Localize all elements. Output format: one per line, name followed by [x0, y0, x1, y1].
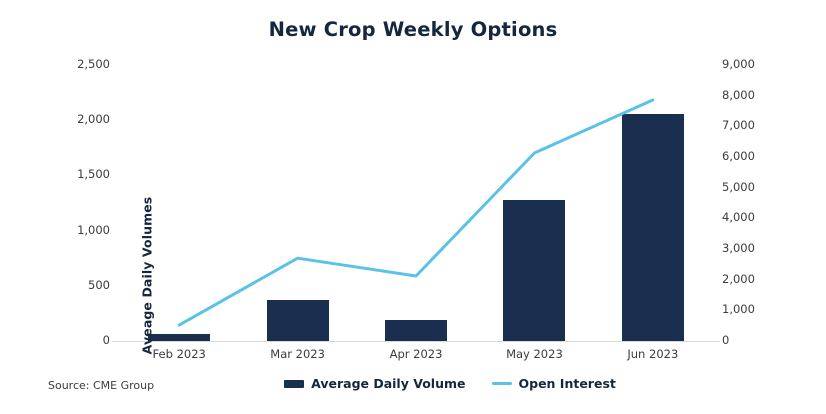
y-axis-right-tick: 1,000: [722, 302, 755, 317]
bar-may-2023[interactable]: [503, 199, 566, 341]
legend-item-average-daily-volume[interactable]: Average Daily Volume: [284, 376, 466, 391]
bar-slot: [120, 65, 238, 341]
bar-apr-2023[interactable]: [385, 320, 448, 341]
plot-area: Aveage Daily Volumes Open Interest: [112, 65, 720, 354]
x-axis-tick: May 2023: [506, 347, 563, 361]
line-series-open-interest: [177, 98, 655, 327]
y-axis-left-tick: 2,500: [77, 57, 110, 71]
x-axis-tick: Apr 2023: [389, 347, 443, 361]
y-axis-left-tick: 2,000: [77, 112, 110, 127]
y-axis-right-tick: 8,000: [722, 87, 755, 102]
chart-legend: Average Daily Volume Open Interest: [250, 376, 650, 391]
right-axis-tick-labels: 0 1,000 2,000 3,000 4,000 5,000 6,000 7,000 8,00…: [722, 58, 774, 345]
bar-mar-2023[interactable]: [266, 300, 329, 341]
source-note: Source: CME Group: [48, 379, 155, 392]
legend-item-open-interest[interactable]: Open Interest: [491, 376, 616, 391]
y-axis-right-tick: 7,000: [722, 118, 755, 133]
legend-line-swatch-icon: [491, 382, 512, 385]
bar-slot: [238, 65, 356, 341]
left-axis-tick-labels: 0 500 1,000 1,500 2,000 2,500: [58, 58, 110, 345]
open-interest-polyline: [177, 98, 655, 327]
legend-label: Open Interest: [518, 376, 616, 391]
x-axis-category-labels: Feb 2023 Mar 2023 Apr 2023 May 2023 Jun 2023: [120, 345, 712, 363]
bar-feb-2023[interactable]: [148, 333, 211, 341]
chart-title: New Crop Weekly Options: [268, 18, 558, 41]
plot-surface: [120, 65, 712, 341]
y-axis-left-title: Aveage Daily Volumes: [139, 196, 155, 355]
y-axis-left-tick: 0: [102, 333, 110, 347]
bar-slot: [475, 65, 593, 341]
legend-label: Average Daily Volume: [311, 376, 466, 391]
y-axis-left-tick: 1,500: [77, 167, 110, 182]
y-axis-right-tick: 0: [722, 333, 730, 347]
legend-bar-swatch-icon: [284, 379, 305, 388]
y-axis-left-tick: 500: [88, 277, 110, 292]
y-axis-right-tick: 9,000: [722, 57, 755, 71]
y-axis-right-tick: 5,000: [722, 179, 755, 194]
y-axis-right-tick: 3,000: [722, 241, 755, 255]
bar-slot: [594, 65, 712, 341]
y-axis-right-tick: 2,000: [722, 271, 755, 286]
x-axis-tick: Jun 2023: [627, 347, 679, 361]
y-axis-right-tick: 4,000: [722, 210, 755, 225]
bar-series-average-daily-volume: [120, 65, 712, 341]
y-axis-right-tick: 6,000: [722, 149, 755, 163]
axis-baseline: [112, 341, 720, 342]
bar-slot: [357, 65, 475, 341]
bar-jun-2023[interactable]: [621, 114, 684, 341]
y-axis-left-tick: 1,000: [77, 222, 110, 237]
x-axis-tick: Mar 2023: [270, 347, 325, 361]
x-axis-tick: Feb 2023: [152, 347, 206, 361]
